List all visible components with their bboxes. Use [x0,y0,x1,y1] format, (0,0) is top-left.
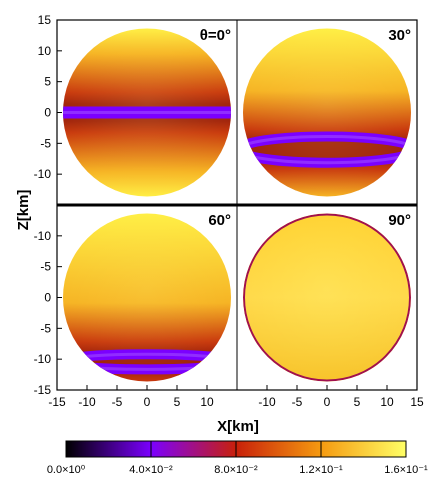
x-tick-label: -5 [112,395,123,409]
panel-label-4: 90° [388,212,411,229]
y-tick-label: -5 [40,321,51,335]
x-tick-label: 0 [324,395,331,409]
colorbar-tick-label: 1.2×10⁻¹ [299,464,343,476]
colorbar-tick-label: 8.0×10⁻² [214,464,258,476]
panel-label-1: θ=0° [200,27,231,44]
y-axis-label: Z[km] [15,190,32,231]
panel-3-sphere [63,213,231,382]
x-tick-label: -10 [78,395,96,409]
panel-1-sphere [63,28,231,197]
panel-label-3: 60° [208,212,231,229]
y-tick-label: -10 [34,352,52,366]
panel-label-2: 30° [388,27,411,44]
y-tick-label: 0 [44,291,51,305]
x-tick-label: 10 [200,395,214,409]
x-tick-label: 0 [144,395,151,409]
y-tick-label: 0 [44,106,51,120]
x-tick-label: 15 [410,395,424,409]
x-tick-label: 5 [174,395,181,409]
y-tick-label: -5 [40,136,51,150]
x-tick-label: -5 [292,395,303,409]
y-tick-label: -15 [34,383,52,397]
y-tick-label: -10 [34,229,52,243]
panel-4-sphere [243,213,411,382]
tick-labels: -15 -10 -5 0 5 10 -10 -5 0 5 10 15 15 10 5 0 -5 -10 -10 -5 0… [34,13,424,409]
colorbar-tick-label: 0.0×10⁰ [47,464,86,476]
panel-2-sphere [243,28,411,197]
colorbar-tick-label: 4.0×10⁻² [129,464,173,476]
colorbar: 0.0×10⁰ 4.0×10⁻² 8.0×10⁻² 1.2×10⁻¹ 1.6×10⁻¹ [47,440,428,476]
x-tick-label: 10 [380,395,394,409]
y-tick-label: 15 [38,13,52,27]
x-tick-label: -10 [258,395,276,409]
plot-frame [56,19,418,391]
y-tick-label: 10 [38,44,52,58]
rim-panel-4 [243,213,411,382]
x-tick-label: 5 [354,395,361,409]
panels: θ=0° 30° 60° 90° [63,27,411,382]
y-tick-label: -5 [40,260,51,274]
colorbar-tick-label: 1.6×10⁻¹ [384,464,428,476]
x-axis-label: X[km] [217,418,259,435]
y-tick-label: -10 [34,167,52,181]
y-tick-label: 5 [44,75,51,89]
x-tick-label: -15 [48,395,66,409]
